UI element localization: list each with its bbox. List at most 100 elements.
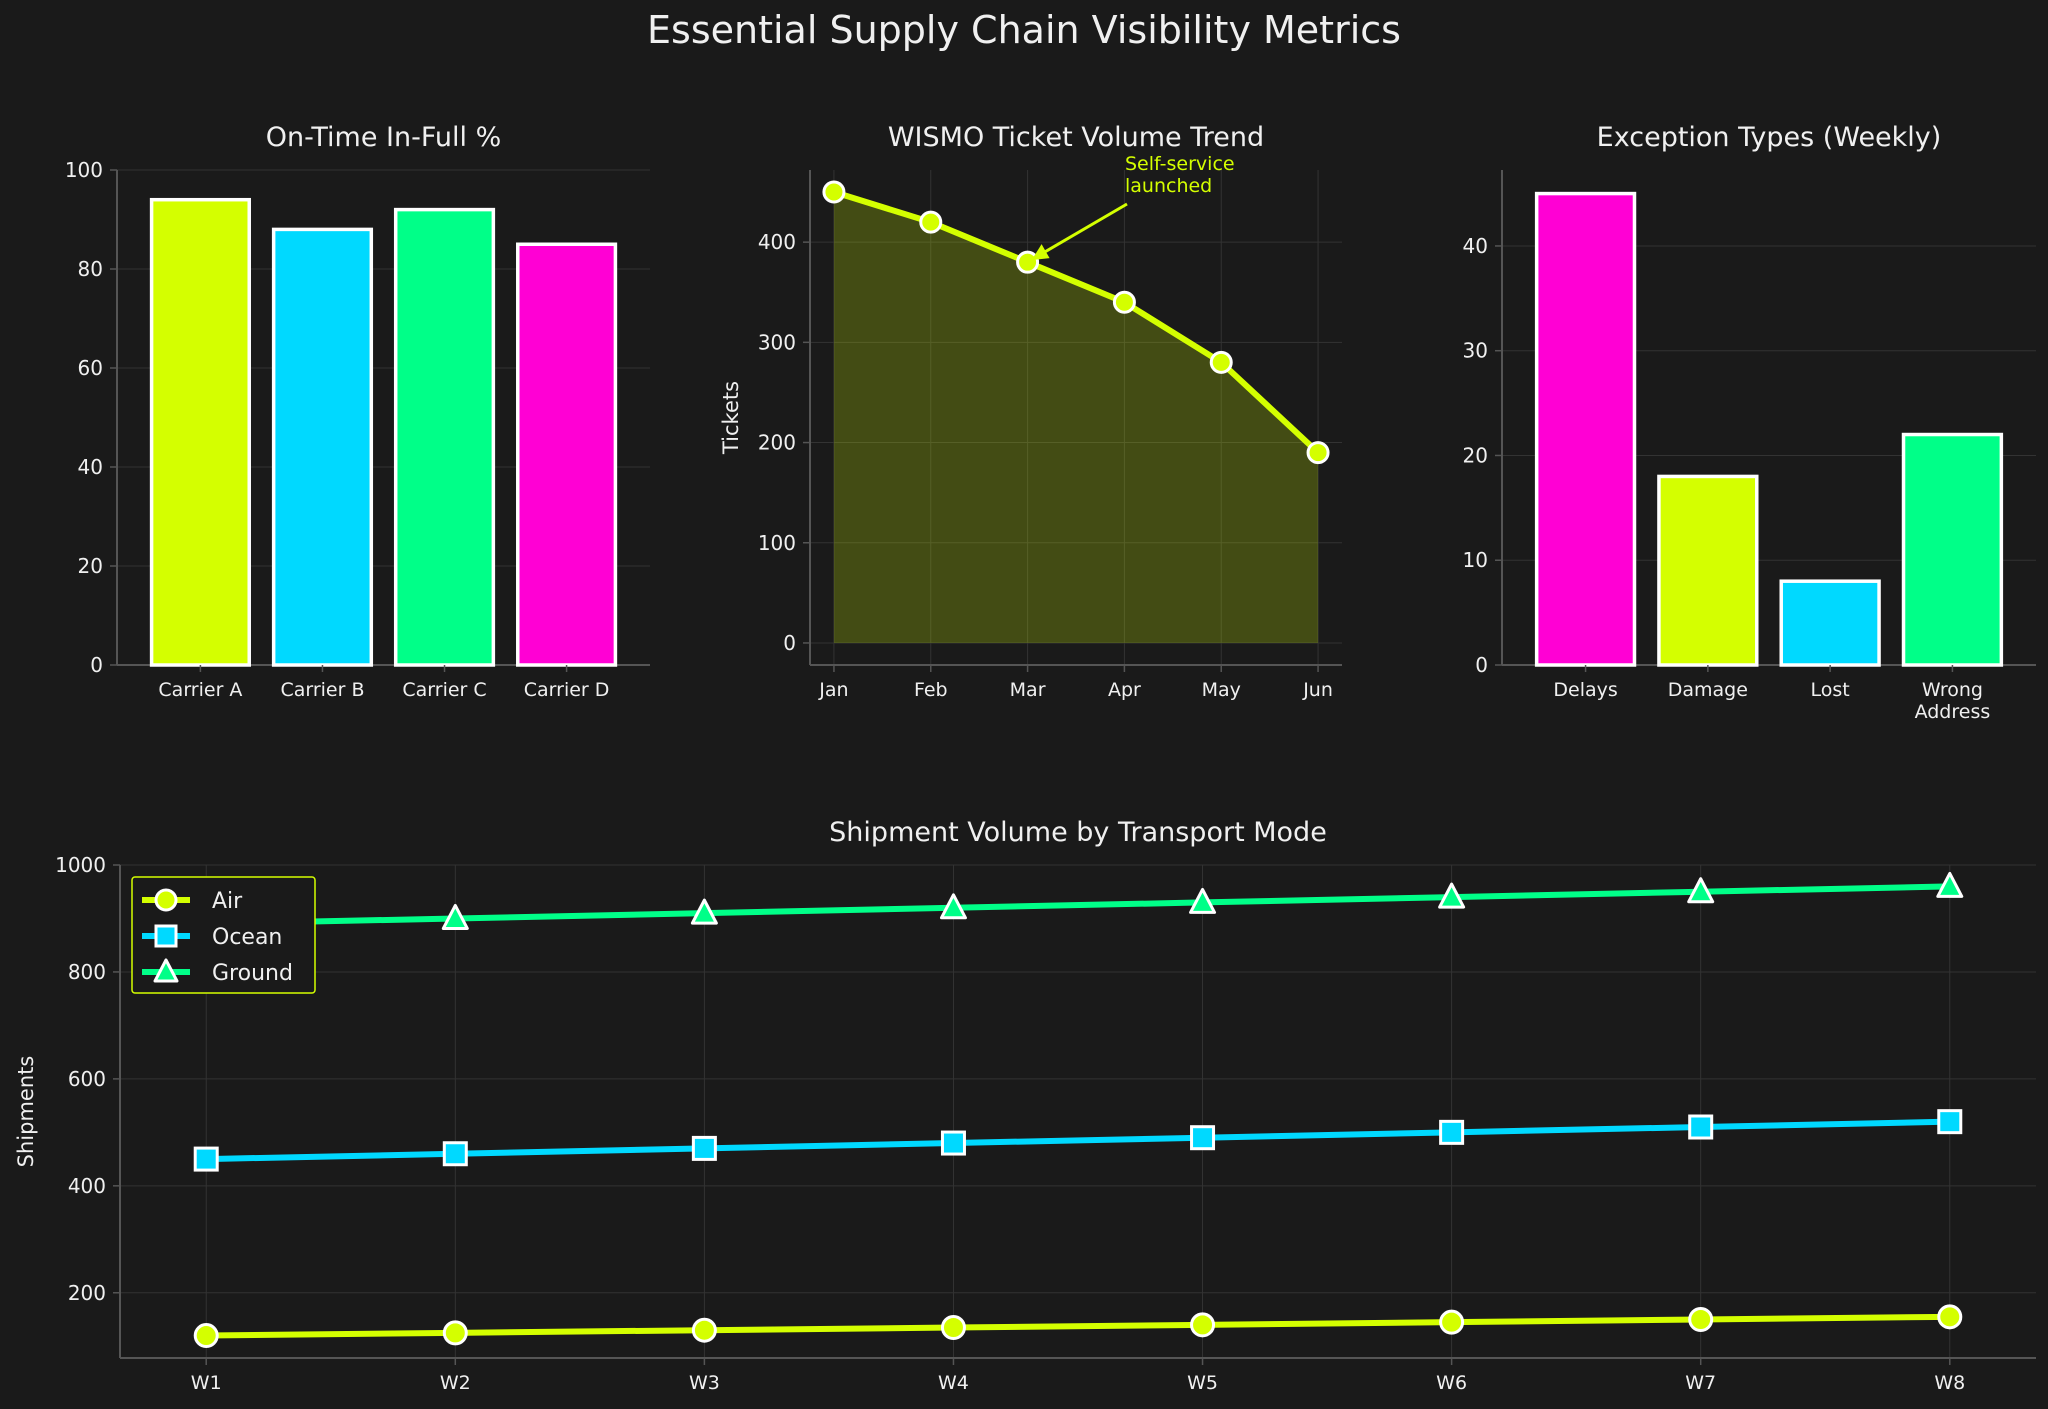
x-tick-label: Address	[1915, 701, 1991, 723]
y-axis-label: Shipments	[14, 1056, 38, 1168]
point-ocean-w8	[1937, 1109, 1963, 1135]
point-ocean-w1	[193, 1146, 219, 1172]
y-tick-label: 80	[78, 257, 103, 281]
y-tick-label: 10	[1463, 548, 1488, 572]
y-tick-label: 600	[68, 1067, 106, 1091]
x-tick-label: Feb	[914, 679, 948, 701]
x-tick-label: Delays	[1553, 679, 1617, 701]
x-tick-label: Carrier A	[158, 679, 242, 701]
series-line-ground	[206, 883, 1950, 927]
y-tick-label: 40	[1463, 234, 1488, 258]
x-tick-label: W1	[191, 1372, 222, 1394]
point-ocean-w3	[691, 1135, 717, 1161]
x-tick-label: W2	[440, 1372, 471, 1394]
figure-title: Essential Supply Chain Visibility Metric…	[647, 8, 1401, 52]
bar-damage	[1657, 474, 1759, 667]
point-ground-w4	[939, 893, 967, 920]
point-air-w7	[1688, 1307, 1714, 1333]
y-tick-label: 20	[78, 554, 103, 578]
x-tick-label: Mar	[1010, 679, 1046, 701]
legend-entry-ground: Ground	[142, 958, 293, 986]
exception-types-chart: 0 10 20 30 40 Exception Types (Weekly) Delays D…	[1463, 122, 2036, 723]
y-tick-label: 300	[758, 330, 796, 354]
legend-frame	[131, 876, 316, 994]
y-tick-label: 0	[90, 653, 103, 677]
annotation-arrowhead	[1031, 244, 1050, 261]
point-apr	[1112, 290, 1136, 314]
legend-label: Ocean	[212, 925, 282, 950]
y-tick-label: 200	[758, 431, 796, 455]
x-tick-label: Lost	[1811, 679, 1850, 701]
y-tick-label: 800	[68, 960, 106, 984]
bar-delays	[1534, 191, 1637, 667]
point-ocean-w6	[1439, 1119, 1465, 1145]
x-tick-label: Jan	[818, 679, 848, 701]
point-jan	[822, 180, 846, 204]
point-air-w3	[691, 1317, 717, 1343]
bar-carrier-d	[516, 242, 618, 667]
y-tick-label: 40	[78, 455, 103, 479]
point-ocean-w7	[1688, 1114, 1714, 1140]
point-ground-w6	[1438, 882, 1466, 909]
legend-marker	[154, 888, 178, 912]
y-tick-label: 400	[68, 1174, 106, 1198]
point-jun	[1306, 441, 1330, 465]
bar-wrong-address	[1901, 432, 2004, 667]
bar-carrier-c	[393, 207, 496, 667]
y-axis-label: Tickets	[719, 381, 743, 455]
area-fill	[833, 192, 1319, 643]
point-ground-w5	[1189, 887, 1217, 914]
point-air-w4	[940, 1315, 966, 1341]
x-tick-label: W3	[689, 1372, 720, 1394]
bar-carrier-a	[149, 197, 251, 667]
annotation-arrow	[1036, 202, 1128, 258]
point-ocean-w2	[442, 1141, 468, 1167]
point-air-w6	[1439, 1309, 1465, 1335]
legend-label: Ground	[212, 961, 293, 986]
y-tick-label: 0	[783, 631, 796, 655]
x-tick-label: Carrier D	[524, 679, 610, 701]
x-tick-label: Carrier C	[402, 679, 486, 701]
chart-title: Exception Types (Weekly)	[1597, 122, 1942, 153]
wismo-trend-chart: 0 100 200 300 400 WISMO Ticket Volume Trend Ja…	[719, 122, 1342, 701]
x-tick-label: Apr	[1108, 679, 1141, 701]
point-air-w5	[1190, 1312, 1216, 1338]
y-tick-label: 100	[758, 531, 796, 555]
point-air-w1	[193, 1323, 219, 1349]
point-ocean-w4	[940, 1130, 966, 1156]
y-tick-label: 100	[65, 158, 103, 182]
point-air-w2	[442, 1320, 468, 1346]
legend-entry-air: Air	[142, 888, 243, 914]
bar-carrier-b	[271, 227, 374, 667]
x-tick-label: W7	[1685, 1372, 1716, 1394]
y-tick-label: 1000	[55, 853, 106, 877]
chart-title: On-Time In-Full %	[266, 122, 502, 153]
series-line-tickets	[833, 189, 1321, 455]
point-ground-w2	[441, 903, 469, 930]
point-air-w8	[1937, 1304, 1963, 1330]
legend-marker	[154, 924, 178, 948]
x-tick-label: W5	[1187, 1372, 1218, 1394]
legend-marker	[153, 958, 179, 983]
chart-title: WISMO Ticket Volume Trend	[888, 122, 1264, 153]
annotation-text: launched	[1125, 175, 1212, 197]
y-tick-label: 20	[1463, 443, 1488, 467]
legend-entry-ocean: Ocean	[142, 924, 282, 950]
y-tick-label: 0	[1475, 653, 1488, 677]
point-ground-w8	[1936, 871, 1964, 898]
x-tick-label: May	[1202, 679, 1241, 701]
point-ground-w7	[1687, 877, 1715, 904]
legend-label: Air	[212, 889, 243, 914]
x-tick-label: Damage	[1668, 679, 1748, 701]
x-tick-label: Wrong	[1922, 679, 1983, 701]
y-tick-label: 200	[68, 1281, 106, 1305]
series-line-ocean	[206, 1118, 1950, 1163]
x-tick-label: Carrier B	[280, 679, 364, 701]
y-tick-label: 60	[78, 356, 103, 380]
ontime-infull-chart: 0 20 40 60 80 100 On-Time In-Full % Carrier A Ca…	[65, 122, 650, 701]
legend: Air Ocean Ground	[131, 876, 316, 994]
point-ocean-w5	[1190, 1125, 1216, 1151]
shipment-volume-chart: 200 400 600 800 1000 Shipment Volume by Trans…	[14, 817, 2036, 1394]
